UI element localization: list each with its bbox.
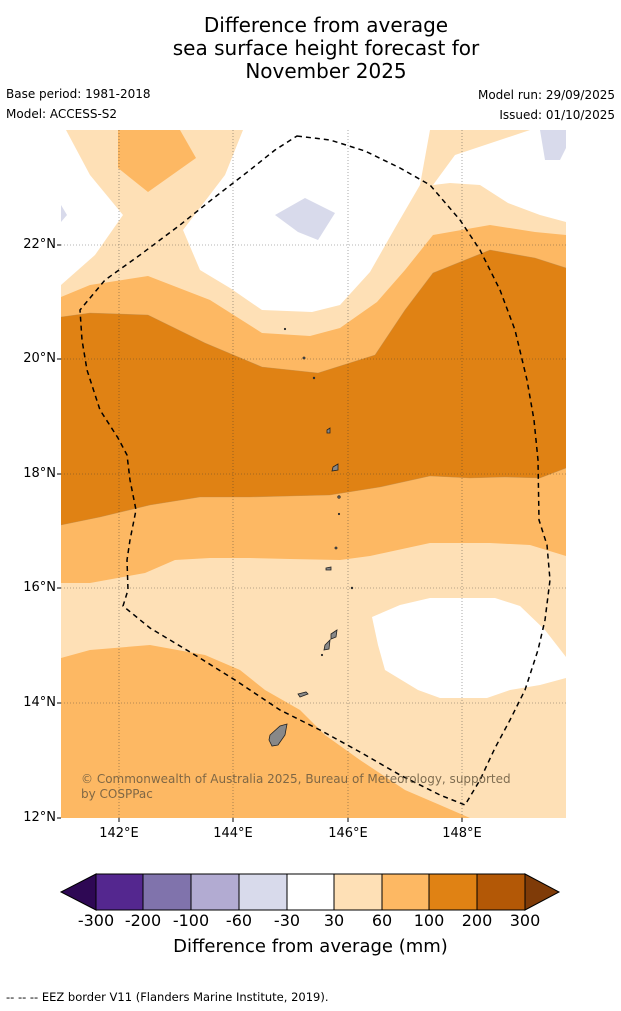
colorbar-bin-4 [238,873,288,911]
island-small-4 [283,327,287,331]
lat-label-18n: 18°N [23,466,56,481]
colorbar-extend-high [524,873,561,911]
lat-label-14n: 14°N [23,695,56,710]
contour-white-nw [61,130,123,285]
title-line-3: November 2025 [245,59,407,83]
eez-border [79,135,551,806]
contour-negative-west [61,205,67,222]
island-asuncion [326,427,331,434]
contour-negative-ne [540,130,566,160]
islands [268,327,354,747]
lat-label-16n: 16°N [23,580,56,595]
contour-100-200-band [61,250,566,525]
contour-white-ne [433,130,566,222]
island-small-3 [312,376,316,380]
island-tinian [323,638,331,651]
contour-60-100-southwest [61,645,470,818]
map-plot-area [61,130,566,818]
contour-white-southeast [372,598,566,698]
island-anatahan [325,566,332,571]
colorbar-label-minus100: -100 [172,911,210,930]
colorbar-label-300: 300 [509,911,541,930]
colorbar-bin-5 [286,873,335,911]
eez-legend-note: -- -- -- EEZ border V11 (Flanders Marine… [6,990,329,1004]
island-small-6 [320,653,324,657]
gridlines [61,130,566,818]
island-agrihan [331,463,339,472]
axis-ticks [57,244,463,822]
lon-label-146e: 146°E [328,826,368,841]
island-pagan [337,495,341,499]
colorbar-label-100: 100 [413,911,445,930]
colorbar-bin-8 [428,873,478,911]
island-rota [297,691,309,698]
colorbar-extend-low [59,873,97,911]
issued-date: Issued: 01/10/2025 [499,108,615,122]
colorbar-label-minus200: -200 [124,911,162,930]
colorbar-label-200: 200 [461,911,493,930]
lat-label-22n: 22°N [23,237,56,252]
island-saipan [330,629,338,640]
colorbar-bin-1 [95,873,144,911]
island-sarigan [334,546,338,550]
colorbar-title: Difference from average (mm) [173,936,448,957]
colorbar-label-minus30: -30 [273,911,301,930]
colorbar-bin-7 [381,873,430,911]
contour-60-100-north [118,130,196,192]
contour-negative-north [275,198,335,240]
colorbar-bin-2 [142,873,192,911]
colorbar-label-60: 60 [371,911,393,930]
base-period: Base period: 1981-2018 [6,87,151,101]
lat-label-20n: 20°N [23,351,56,366]
island-small-1 [350,586,354,590]
colorbar-bin-9 [476,873,526,911]
lon-label-142e: 142°E [99,826,139,841]
island-small-5 [337,512,341,516]
colorbar-label-minus300: -300 [77,911,115,930]
chart-title: Difference from average sea surface heig… [0,14,621,83]
colorbar-bin-3 [190,873,240,911]
lat-label-12n: 12°N [23,810,56,825]
model-run-date: Model run: 29/09/2025 [477,88,615,102]
island-small-2 [302,356,306,360]
lon-label-148e: 148°E [442,826,482,841]
title-line-1: Difference from average [203,13,449,37]
colorbar-bin-6 [333,873,383,911]
title-line-2: sea surface height forecast for [172,36,480,60]
model-name: Model: ACCESS-S2 [6,107,118,121]
colorbar-label-minus60: -60 [225,911,253,930]
colorbar-label-30: 30 [323,911,345,930]
island-guam [268,723,288,747]
copyright-notice: © Commonwealth of Australia 2025, Bureau… [81,772,511,801]
lon-label-144e: 144°E [213,826,253,841]
